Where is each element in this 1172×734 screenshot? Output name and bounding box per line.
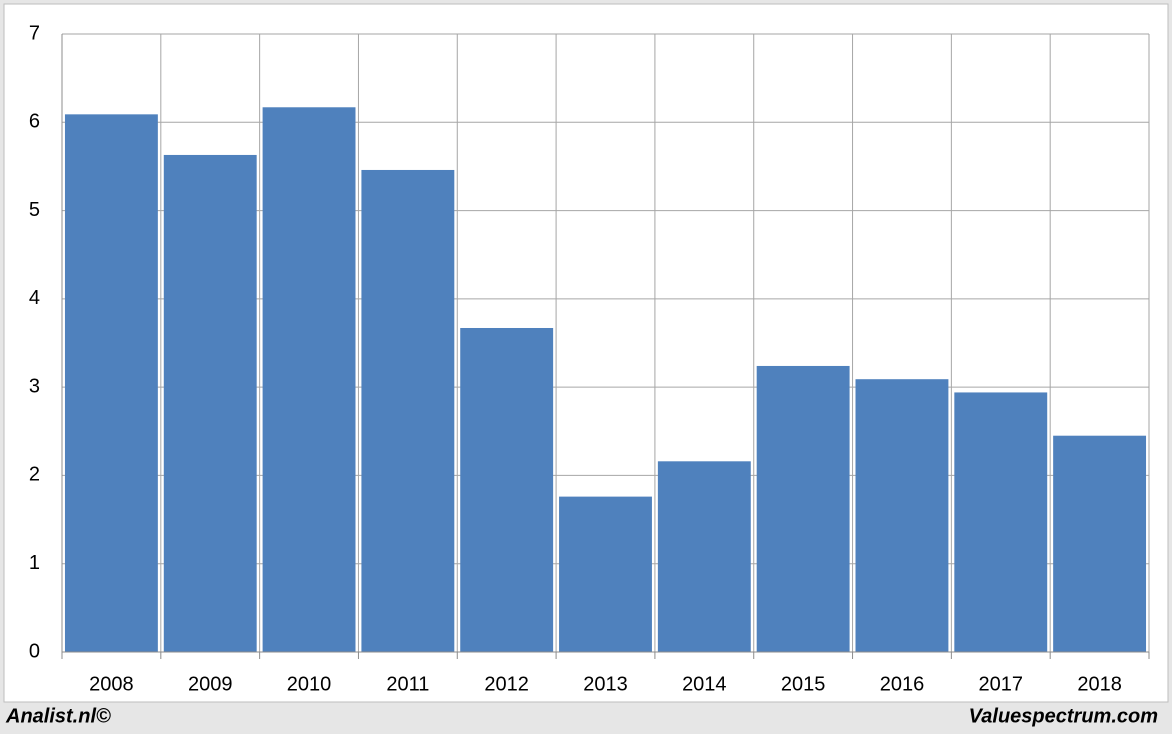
bar xyxy=(361,169,455,652)
x-tick-label: 2009 xyxy=(188,673,233,695)
bar xyxy=(657,461,751,652)
bar xyxy=(954,392,1048,652)
bar xyxy=(262,107,356,652)
x-tick-label: 2008 xyxy=(89,673,134,695)
x-tick-label: 2015 xyxy=(781,673,826,695)
y-tick-label: 2 xyxy=(29,464,40,486)
footer-left: Analist.nl© xyxy=(5,705,111,727)
x-tick-label: 2018 xyxy=(1077,673,1122,695)
y-tick-label: 4 xyxy=(29,287,40,309)
y-tick-label: 3 xyxy=(29,375,40,397)
bar xyxy=(64,114,158,653)
bar xyxy=(855,379,949,652)
x-tick-label: 2012 xyxy=(484,673,529,695)
bar xyxy=(460,327,554,652)
bar xyxy=(559,496,652,652)
x-tick-label: 2017 xyxy=(979,673,1024,695)
bar xyxy=(1053,435,1147,652)
x-tick-label: 2014 xyxy=(682,673,727,695)
x-tick-label: 2016 xyxy=(880,673,925,695)
x-tick-label: 2011 xyxy=(386,673,429,695)
y-tick-label: 6 xyxy=(29,111,40,133)
x-tick-label: 2013 xyxy=(583,673,628,695)
y-tick-label: 7 xyxy=(29,22,40,44)
y-tick-label: 5 xyxy=(29,199,40,221)
bar xyxy=(756,365,850,652)
bar xyxy=(163,154,257,653)
y-tick-label: 0 xyxy=(29,640,40,662)
x-tick-label: 2010 xyxy=(287,673,332,695)
footer-right: Valuespectrum.com xyxy=(969,705,1158,727)
y-tick-label: 1 xyxy=(29,552,40,574)
